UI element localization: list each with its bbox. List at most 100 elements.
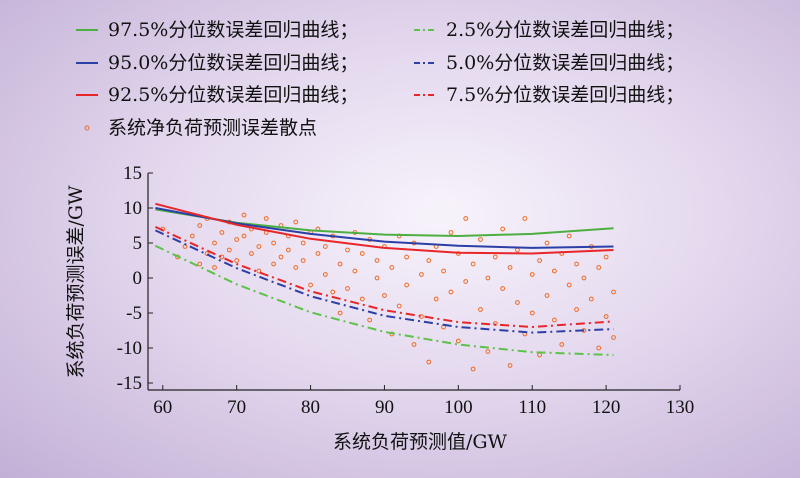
- scatter-point: [212, 240, 217, 246]
- scatter-point: [367, 317, 373, 323]
- scatter-point: [551, 268, 557, 274]
- scatter-point: [433, 296, 439, 302]
- scatter-point: [544, 240, 550, 246]
- scatter-point: [330, 289, 336, 295]
- scatter-point: [515, 300, 520, 305]
- y-tick-label: -10: [117, 338, 142, 359]
- scatter-point: [426, 258, 432, 263]
- scatter-point: [374, 258, 380, 263]
- scatter-point: [603, 254, 609, 260]
- scatter-point: [596, 345, 602, 351]
- x-tick-label: 60: [153, 397, 172, 418]
- x-tick-label: 90: [375, 397, 394, 418]
- x-tick-label: 70: [227, 397, 246, 418]
- regression-curve: [155, 207, 614, 249]
- scatter-point: [345, 247, 350, 253]
- scatter-point: [411, 342, 417, 347]
- scatter-point: [529, 310, 535, 316]
- scatter-point: [337, 261, 343, 267]
- x-tick-label: 100: [444, 397, 473, 418]
- scatter-point: [271, 240, 277, 246]
- scatter-point: [611, 289, 616, 295]
- scatter-point: [485, 349, 491, 354]
- scatter-point: [500, 286, 506, 291]
- x-tick-label: 80: [301, 397, 320, 418]
- scatter-point: [507, 363, 513, 368]
- legend-label: 5.0%分位数误差回归曲线；: [446, 52, 684, 74]
- scatter-point: [463, 279, 469, 284]
- scatter-point: [374, 275, 380, 281]
- regression-curve: [155, 202, 614, 255]
- x-tick-label: 120: [592, 397, 621, 418]
- scatter-point: [352, 268, 358, 274]
- scatter-point: [500, 226, 506, 232]
- scatter-point: [315, 251, 321, 256]
- scatter-point: [285, 247, 291, 253]
- regression-curve: [154, 229, 614, 334]
- scatter-point: [441, 268, 446, 274]
- scatter-point: [448, 289, 454, 295]
- scatter-point: [226, 247, 232, 253]
- legend-label: 系统净负荷预测误差散点: [108, 117, 317, 139]
- scatter-point: [544, 293, 550, 298]
- legend-label: 92.5%分位数误差回归曲线；: [108, 84, 358, 106]
- regression-curves: [154, 202, 614, 356]
- scatter-point: [566, 233, 572, 239]
- legend-label: 97.5%分位数误差回归曲线；: [108, 19, 358, 41]
- scatter-point: [345, 286, 350, 291]
- scatter-point: [463, 216, 469, 221]
- regression-curve: [154, 225, 614, 329]
- scatter-point: [537, 258, 543, 263]
- scatter-point: [249, 251, 254, 256]
- legend-label: 2.5%分位数误差回归曲线；: [446, 19, 684, 41]
- scatter-point: [426, 359, 432, 365]
- scatter-point: [551, 317, 557, 323]
- scatter-point: [574, 261, 579, 267]
- x-axis-label: 系统负荷预测值/GW: [333, 431, 508, 453]
- scatter-point: [389, 265, 395, 270]
- scatter-point: [293, 219, 299, 225]
- scatter-point: [322, 272, 328, 277]
- y-tick-label: -15: [117, 373, 142, 394]
- scatter-point: [603, 314, 609, 319]
- scatter-point: [197, 223, 203, 228]
- scatter-point: [322, 244, 328, 249]
- y-tick-label: 0: [133, 268, 143, 289]
- scatter-point: [308, 282, 313, 288]
- y-tick-label: 5: [133, 233, 143, 254]
- x-tick-label: 110: [518, 397, 546, 418]
- scatter-point: [588, 296, 594, 302]
- scatter-point: [300, 240, 306, 246]
- scatter-point: [241, 233, 247, 239]
- scatter-point: [263, 216, 269, 221]
- scatter-point: [478, 237, 483, 242]
- scatter-point: [537, 352, 543, 358]
- scatter-point: [219, 230, 225, 235]
- scatter-point: [256, 244, 262, 249]
- y-tick-label: 15: [123, 163, 142, 184]
- regression-curve: [154, 244, 614, 356]
- scatter-point: [470, 366, 476, 372]
- scatter-point: [566, 282, 572, 288]
- scatter-point: [396, 303, 402, 309]
- scatter-point: [559, 342, 565, 347]
- scatter-points: [160, 212, 616, 372]
- scatter-point: [189, 233, 195, 239]
- scatter-point: [485, 275, 491, 281]
- scatter-point: [234, 258, 240, 263]
- scatter-point: [271, 261, 277, 267]
- scatter-point: [404, 254, 410, 260]
- scatter-point: [337, 310, 343, 316]
- scatter-point: [241, 212, 247, 218]
- scatter-point: [455, 338, 461, 344]
- scatter-point: [611, 335, 616, 340]
- scatter-point: [212, 265, 217, 270]
- scatter-point: [256, 268, 262, 274]
- scatter-point: [529, 272, 535, 277]
- scatter-point: [197, 261, 203, 267]
- scatter-point: [234, 237, 240, 242]
- scatter-point: [574, 307, 579, 312]
- x-tick-label: 130: [666, 397, 695, 418]
- scatter-point: [300, 258, 306, 263]
